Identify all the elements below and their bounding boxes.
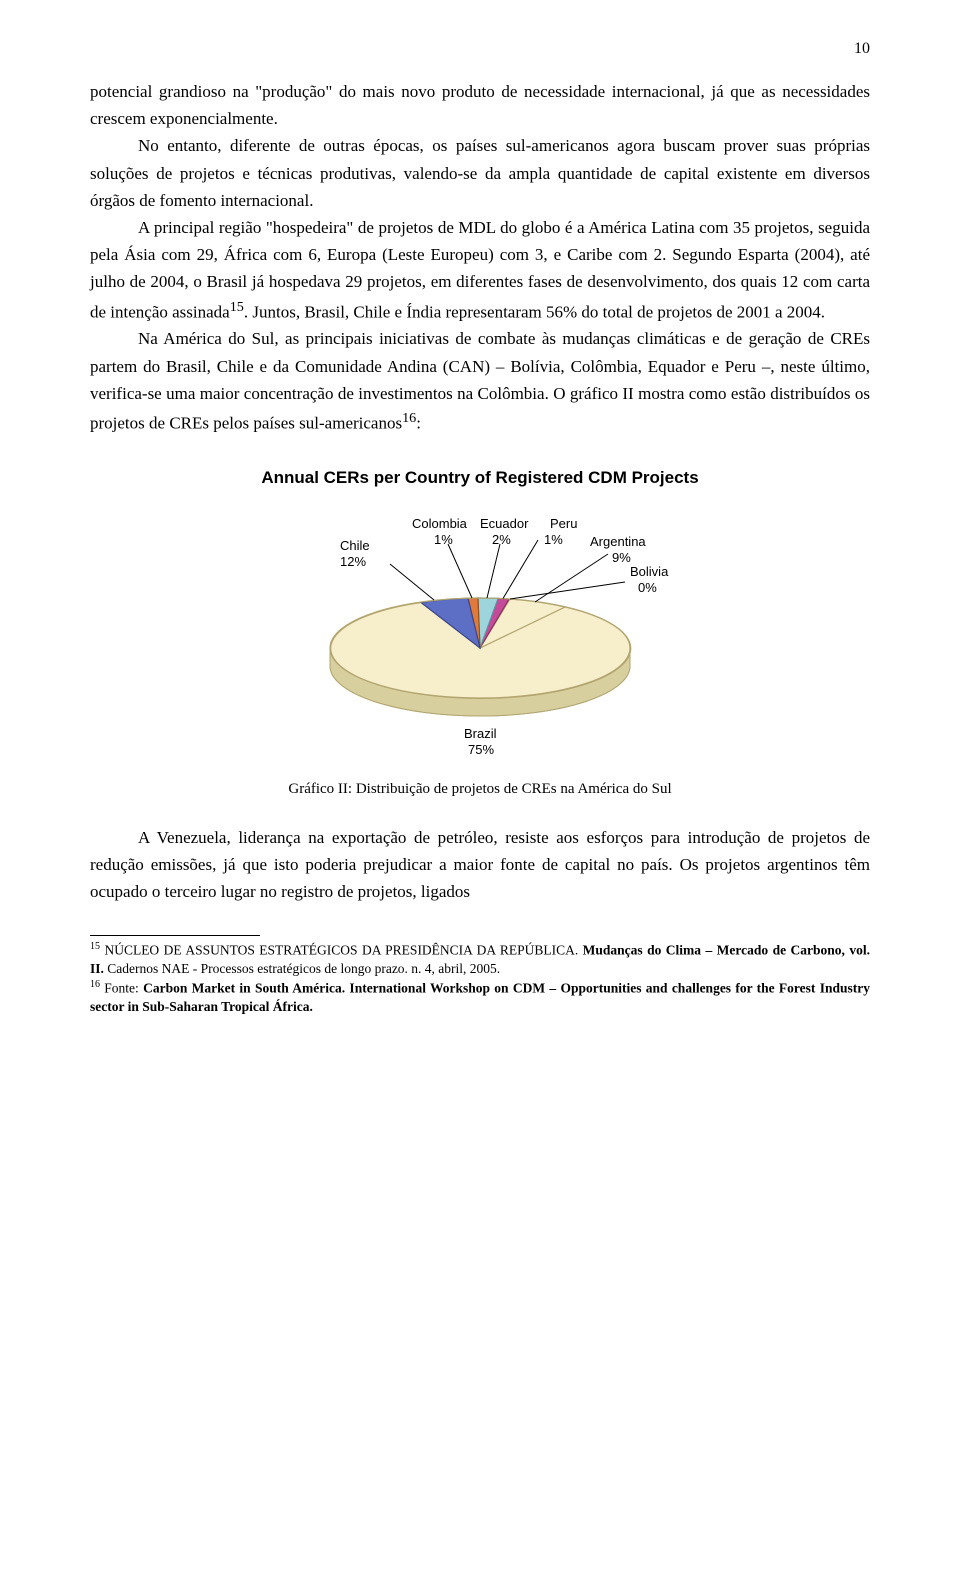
label-argentina-value: 9% xyxy=(612,550,631,565)
page-number: 10 xyxy=(90,40,870,58)
label-ecuador-value: 2% xyxy=(492,532,511,547)
label-bolivia-value: 0% xyxy=(638,580,657,595)
chart-title: Annual CERs per Country of Registered CD… xyxy=(220,467,740,490)
chart-caption: Gráfico II: Distribuição de projetos de … xyxy=(90,781,870,798)
label-peru-value: 1% xyxy=(544,532,563,547)
label-chile-name: Chile xyxy=(340,538,370,553)
footnote-ref-15: 15 xyxy=(230,299,244,315)
label-ecuador-name: Ecuador xyxy=(480,516,529,531)
label-colombia-name: Colombia xyxy=(412,516,468,531)
footnote-16-num: 16 xyxy=(90,979,100,990)
footnote-15-a: NÚCLEO DE ASSUNTOS ESTRATÉGICOS DA PRESI… xyxy=(100,943,583,958)
paragraph-3-b: . Juntos, Brasil, Chile e Índia represen… xyxy=(244,302,825,321)
footnote-16: 16 Fonte: Carbon Market in South América… xyxy=(90,978,870,1016)
label-brazil-name: Brazil xyxy=(464,726,497,741)
body-text-after: A Venezuela, liderança na exportação de … xyxy=(90,824,870,906)
label-bolivia-name: Bolivia xyxy=(630,564,669,579)
footnotes: 15 NÚCLEO DE ASSUNTOS ESTRATÉGICOS DA PR… xyxy=(90,940,870,1016)
pie-top xyxy=(330,598,631,698)
label-brazil-value: 75% xyxy=(468,742,494,757)
body-text: potencial grandioso na "produção" do mai… xyxy=(90,78,870,437)
paragraph-4-a: Na América do Sul, as principais iniciat… xyxy=(90,329,870,432)
chart-svg: Chile 12% Colombia 1% Ecuador 2% Peru 1%… xyxy=(220,498,740,758)
pie-chart: Annual CERs per Country of Registered CD… xyxy=(220,467,740,763)
label-chile-value: 12% xyxy=(340,554,366,569)
document-page: 10 potencial grandioso na "produção" do … xyxy=(0,0,960,1056)
footnote-16-b: Carbon Market in South América. Internat… xyxy=(90,981,870,1014)
label-argentina-name: Argentina xyxy=(590,534,646,549)
footnote-15-num: 15 xyxy=(90,941,100,952)
footnote-15-c: Cadernos NAE - Processos estratégicos de… xyxy=(104,961,500,976)
footnote-16-a: Fonte: xyxy=(100,981,143,996)
label-peru-name: Peru xyxy=(550,516,577,531)
footnote-divider xyxy=(90,935,260,936)
leader-lines xyxy=(390,540,625,602)
paragraph-2: No entanto, diferente de outras épocas, … xyxy=(90,132,870,214)
paragraph-3: A principal região "hospedeira" de proje… xyxy=(90,214,870,325)
footnote-15: 15 NÚCLEO DE ASSUNTOS ESTRATÉGICOS DA PR… xyxy=(90,940,870,978)
paragraph-1: potencial grandioso na "produção" do mai… xyxy=(90,78,870,132)
paragraph-4: Na América do Sul, as principais iniciat… xyxy=(90,325,870,436)
footnote-ref-16: 16 xyxy=(402,410,416,426)
label-colombia-value: 1% xyxy=(434,532,453,547)
paragraph-4-b: : xyxy=(416,414,421,433)
paragraph-5: A Venezuela, liderança na exportação de … xyxy=(90,824,870,906)
